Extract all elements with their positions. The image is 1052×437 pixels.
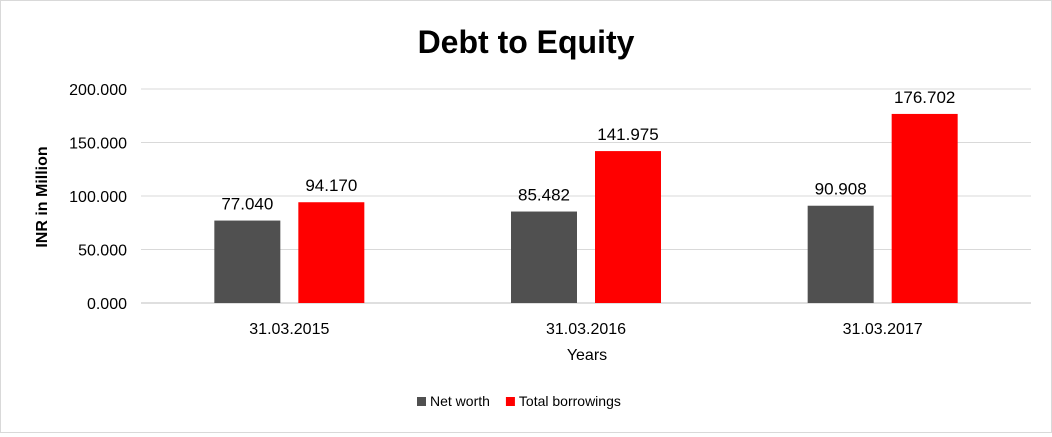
data-label: 94.170 [305, 176, 357, 195]
data-label: 141.975 [597, 125, 658, 144]
legend-label: Net worth [430, 393, 490, 409]
legend: Net worth Total borrowings [417, 393, 621, 409]
chart-title: Debt to Equity [418, 24, 635, 60]
data-label: 176.702 [894, 88, 955, 107]
data-label: 90.908 [815, 180, 867, 199]
y-tick-label: 150.000 [69, 136, 127, 153]
y-tick-label: 0.000 [87, 296, 127, 313]
y-tick-label: 50.000 [78, 243, 127, 260]
data-label: 85.482 [518, 186, 570, 205]
bar-net-worth [214, 220, 281, 303]
x-axis-ticks: 31.03.2015 31.03.2016 31.03.2017 [249, 321, 923, 338]
bar-total-borrowings [891, 113, 958, 303]
x-axis-label: Years [567, 347, 607, 364]
bar-total-borrowings [298, 202, 365, 303]
data-labels: 77.040 94.170 85.482 141.975 90.908 176.702 [221, 88, 955, 214]
bar-net-worth [511, 211, 577, 303]
data-label: 77.040 [221, 195, 273, 214]
y-axis-ticks: 0.000 50.000 100.000 150.000 200.000 [69, 82, 127, 313]
legend-swatch [505, 397, 515, 406]
y-tick-label: 100.000 [69, 189, 127, 206]
legend-swatch [417, 397, 426, 406]
legend-label: Total borrowings [519, 393, 621, 409]
bar-total-borrowings [595, 151, 661, 303]
y-tick-label: 200.000 [69, 82, 127, 99]
bars [214, 113, 958, 303]
gridlines [141, 88, 1031, 304]
y-axis-label: INR in Million [34, 146, 51, 247]
x-tick-label: 31.03.2017 [843, 321, 923, 338]
bar-net-worth [807, 205, 874, 303]
x-tick-label: 31.03.2016 [546, 321, 626, 338]
x-tick-label: 31.03.2015 [249, 321, 329, 338]
